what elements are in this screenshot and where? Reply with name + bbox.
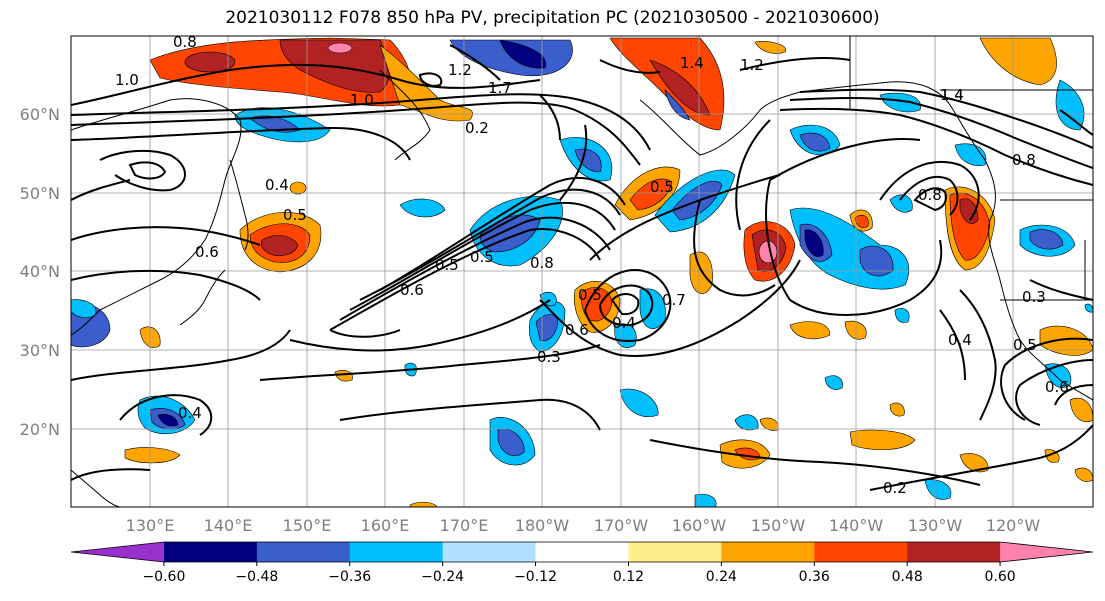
colorbar-tick-label: 0.24 [706,569,737,585]
contour-label: 1.0 [350,91,374,109]
lon-label: 170°E [440,516,489,535]
contour-label: 1.2 [740,56,764,74]
colorbar-segment [535,542,629,562]
map-title: 2021030112 F078 850 hPa PV, precipitatio… [225,8,880,28]
colorbar-tick-label: −0.24 [421,569,464,585]
lon-label: 150°W [751,516,806,535]
contour-label: 0.8 [173,33,197,51]
lon-label: 130°E [126,516,175,535]
contour-label: 0.2 [883,479,907,497]
longitude-labels: 130°E 140°E 150°E 160°E 170°E 180°W 170°… [126,516,1041,535]
lon-label: 160°E [361,516,410,535]
colorbar-extend-min [71,542,164,562]
colorbar-segment [628,542,722,562]
contour-label: 1.4 [940,86,964,104]
contour-label: 0.4 [948,331,972,349]
contour-label: 0.8 [530,254,554,272]
colorbar-segment [442,542,537,562]
contour-label: 0.5 [283,206,307,224]
colorbar-segment [721,542,815,562]
lat-label: 40°N [20,262,60,281]
lon-label: 130°W [908,516,963,535]
lat-label: 60°N [20,105,60,124]
lon-label: 140°W [829,516,884,535]
pv-contours [71,44,1093,491]
contour-label: 1.4 [680,54,704,72]
contour-label: 1.4 [940,86,964,104]
contour-label: 1.7 [488,79,512,97]
contour-label: 0.4 [178,404,202,422]
colorbar-tick-label: −0.12 [514,569,557,585]
lon-label: 160°W [672,516,727,535]
colorbar-tick-label: −0.36 [328,569,371,585]
lon-label: 170°W [594,516,649,535]
lon-label: 180°W [515,516,570,535]
lon-label: 140°E [204,516,253,535]
contour-label: 0.5 [578,286,602,304]
colorbar-tick-label: 0.48 [892,569,923,585]
colorbar-tick-label: 0.12 [613,569,644,585]
colorbar-segment [349,542,444,562]
contour-label: 0.6 [1045,378,1069,396]
contour-label: 0.6 [400,281,424,299]
colorbar-segment [163,542,258,562]
colorbar-tick-label: 0.60 [985,569,1016,585]
map-frame [70,35,1094,508]
contour-label: 0.5 [650,178,674,196]
colorbar-tick-label: −0.60 [142,569,185,585]
contour-label: 0.3 [537,348,561,366]
lon-label: 150°E [283,516,332,535]
precipitation-shading [71,37,1093,507]
contour-label: 1.2 [448,61,472,79]
contour-label: 0.3 [1022,288,1046,306]
contour-label: 0.6 [195,243,219,261]
latitude-labels: 60°N 50°N 40°N 30°N 20°N [20,105,60,439]
contour-label: 0.5 [1013,336,1037,354]
contour-label: 0.5 [435,256,459,274]
contour-label: 0.8 [1012,151,1036,169]
contour-label: 0.4 [612,314,636,332]
contour-label: 0.7 [662,291,686,309]
contour-label: 0.6 [565,321,589,339]
colorbar-extend-max [1000,542,1093,562]
lat-label: 30°N [20,341,60,360]
map-area [71,36,1093,507]
contour-label: 1.0 [115,71,139,89]
contour-label: 0.2 [465,119,489,137]
contour-labels: 0.8 1.0 1.2 1.4 1.0 0.2 1.7 1.4 1.2 0.5 … [115,33,1069,497]
colorbar-segment [256,542,351,562]
colorbar-segment [814,542,908,562]
lat-label: 20°N [20,420,60,439]
contour-label: 0.4 [265,176,289,194]
lon-label: 120°W [986,516,1041,535]
contour-label: 0.8 [918,186,942,204]
contour-label: 0.5 [470,248,494,266]
colorbar-tick-label: −0.48 [235,569,278,585]
colorbar-tick-label: 0.36 [799,569,830,585]
lat-label: 50°N [20,184,60,203]
colorbar-segment [907,542,1001,562]
colorbar: −0.60 −0.48 −0.36 −0.24 −0.12 0.12 0.24 0.36 0.4… [70,541,1094,585]
